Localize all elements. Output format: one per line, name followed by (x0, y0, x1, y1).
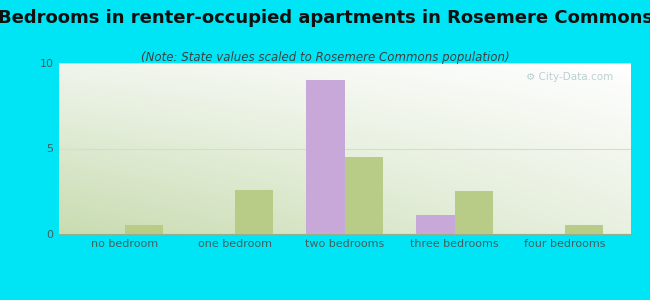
Text: ⚙ City-Data.com: ⚙ City-Data.com (526, 72, 614, 82)
Text: (Note: State values scaled to Rosemere Commons population): (Note: State values scaled to Rosemere C… (140, 51, 510, 64)
Bar (344, 157, 383, 234)
Bar (125, 226, 163, 234)
Bar (454, 191, 493, 234)
Bar (416, 215, 454, 234)
Text: Bedrooms in renter-occupied apartments in Rosemere Commons: Bedrooms in renter-occupied apartments i… (0, 9, 650, 27)
Bar (235, 190, 273, 234)
Bar (306, 80, 344, 234)
Bar (564, 226, 603, 234)
